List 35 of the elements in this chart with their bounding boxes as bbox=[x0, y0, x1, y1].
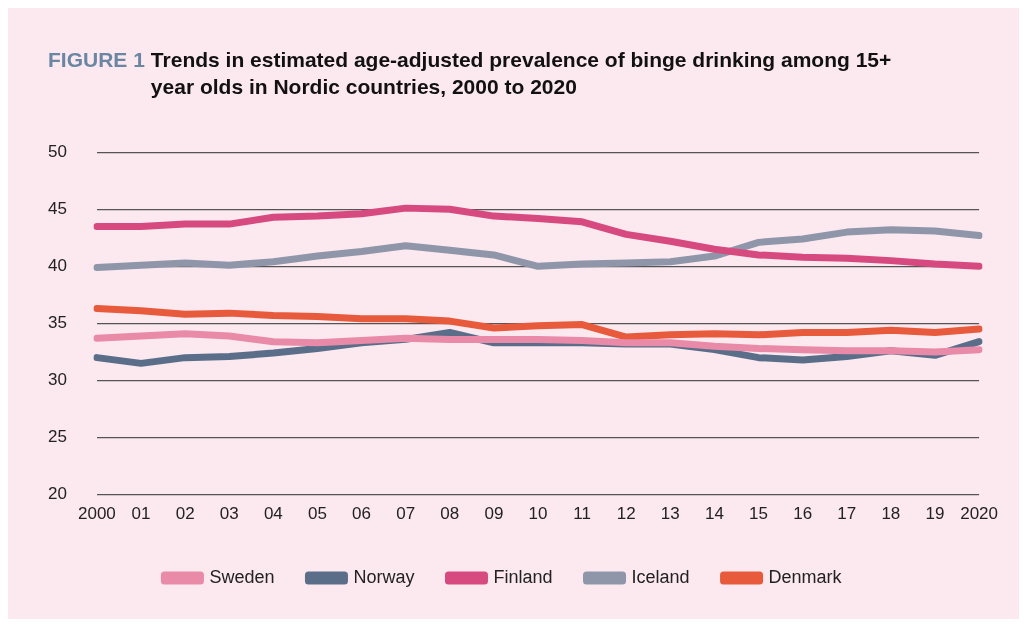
chart-title: Trends in estimated age-adjusted prevalence of binge drinking among 15+ year olds in Nordic countries, 2000 to 2020 bbox=[150, 47, 893, 100]
x-tick-label: 2020 bbox=[960, 504, 998, 524]
x-tick-label: 14 bbox=[704, 504, 724, 524]
x-tick-label: 01 bbox=[131, 504, 151, 524]
legend-label: Norway bbox=[353, 566, 415, 587]
y-tick-label: 25 bbox=[47, 427, 67, 447]
caption: FIGURE 1 bbox=[48, 47, 145, 73]
y-tick-label: 30 bbox=[47, 370, 67, 390]
legend-label: Finland bbox=[493, 566, 553, 587]
x-tick-label: 19 bbox=[925, 504, 945, 524]
y-tick-label: 40 bbox=[47, 256, 67, 276]
x-tick-label: 03 bbox=[219, 504, 239, 524]
y-tick-label: 20 bbox=[47, 484, 67, 504]
y-tick-label: 35 bbox=[47, 313, 67, 333]
x-tick-label: 08 bbox=[440, 504, 460, 524]
x-tick-label: 12 bbox=[616, 504, 636, 524]
x-tick-label: 06 bbox=[352, 504, 372, 524]
x-tick-label: 04 bbox=[263, 504, 283, 524]
legend-label: Sweden bbox=[209, 566, 275, 587]
x-tick-label: 02 bbox=[175, 504, 195, 524]
legend-label: Iceland bbox=[631, 566, 690, 587]
x-tick-label: 18 bbox=[881, 504, 901, 524]
x-tick-label: 09 bbox=[484, 504, 504, 524]
x-tick-label: 07 bbox=[396, 504, 416, 524]
y-tick-label: 50 bbox=[47, 141, 67, 161]
x-tick-label: 15 bbox=[749, 504, 769, 524]
x-tick-label: 2000 bbox=[78, 504, 116, 524]
x-tick-label: 05 bbox=[307, 504, 327, 524]
x-tick-label: 16 bbox=[793, 504, 813, 524]
y-tick-label: 45 bbox=[47, 198, 67, 218]
x-tick-label: 10 bbox=[528, 504, 548, 524]
x-tick-label: 17 bbox=[837, 504, 857, 524]
x-tick-label: 11 bbox=[573, 504, 591, 524]
x-tick-label: 13 bbox=[660, 504, 680, 524]
legend-label: Denmark bbox=[768, 566, 843, 587]
